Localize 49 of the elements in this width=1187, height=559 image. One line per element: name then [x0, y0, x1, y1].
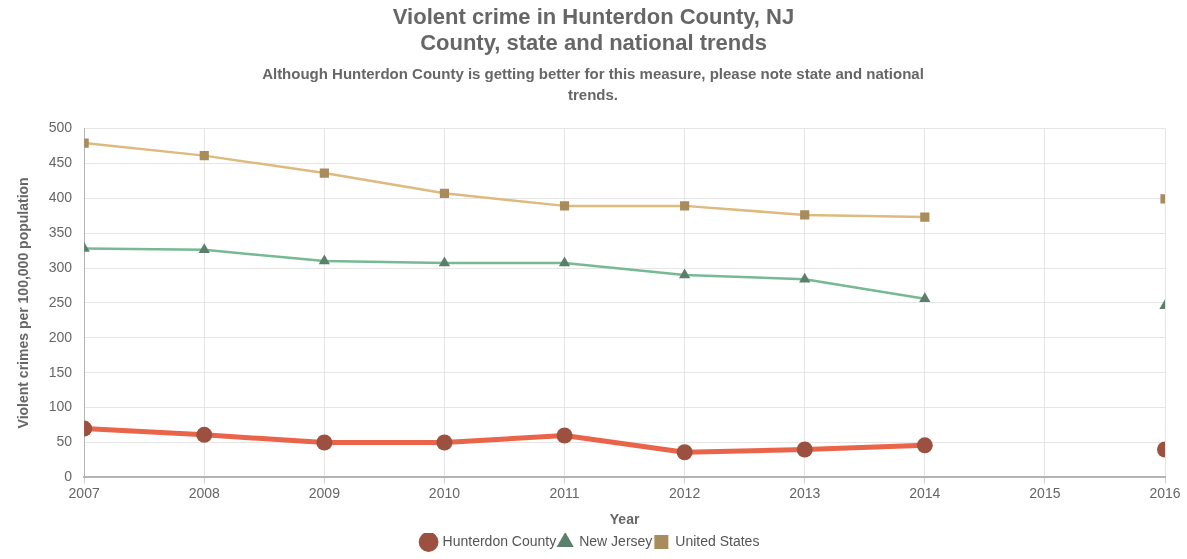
- point: [800, 210, 810, 220]
- point: [199, 151, 209, 161]
- point: [676, 444, 693, 461]
- y-axis-title: Violent crimes per 100,000 population: [15, 177, 32, 429]
- y-tick-label: 150: [48, 363, 73, 380]
- point: [198, 243, 210, 254]
- x-tick-label: 2008: [188, 484, 221, 501]
- x-axis-title: Year: [609, 511, 640, 528]
- x-tick-label: 2015: [1029, 484, 1061, 501]
- y-tick-label: 300: [48, 258, 73, 275]
- legend-label: New Jersey: [579, 532, 653, 549]
- point: [799, 272, 811, 283]
- y-tick-label: 200: [48, 328, 73, 345]
- y-tick-label: 250: [48, 293, 73, 310]
- point: [916, 437, 933, 454]
- y-tick-label: 350: [48, 223, 73, 240]
- point: [558, 256, 571, 267]
- y-tick-label: 50: [56, 433, 73, 450]
- point: [920, 212, 930, 222]
- point: [316, 434, 333, 451]
- x-tick-label: 2007: [68, 484, 100, 501]
- point: [559, 201, 570, 211]
- y-tick-label: 400: [48, 189, 73, 206]
- point: [919, 292, 931, 302]
- x-tick-label: 2013: [789, 484, 821, 501]
- point: [196, 426, 213, 443]
- point: [438, 256, 451, 267]
- x-tick-label: 2016: [1149, 484, 1181, 501]
- point: [439, 188, 450, 198]
- y-tick-label: 100: [48, 398, 73, 415]
- point: [796, 441, 813, 458]
- x-tick-label: 2009: [308, 484, 341, 501]
- x-tick-label: 2011: [549, 484, 580, 501]
- x-tick-label: 2010: [428, 484, 461, 501]
- point: [679, 268, 691, 279]
- legend-label: United States: [675, 532, 760, 549]
- chart-subtitle: Although Hunterdon County is getting better for this measure, please note state and national trends.: [261, 64, 925, 105]
- y-tick-label: 450: [48, 154, 73, 171]
- point: [436, 434, 453, 451]
- point: [556, 427, 573, 444]
- chart-title: Violent crime in Hunterdon County, NJ County, state and national trends: [391, 4, 796, 56]
- point: [319, 168, 329, 178]
- y-tick-label: 0: [64, 468, 73, 485]
- y-tick-label: 500: [48, 119, 73, 136]
- x-tick-label: 2014: [909, 484, 941, 501]
- x-tick-label: 2012: [669, 484, 701, 501]
- point: [680, 201, 690, 211]
- legend-label: Hunterdon County: [442, 532, 557, 549]
- point: [318, 254, 330, 265]
